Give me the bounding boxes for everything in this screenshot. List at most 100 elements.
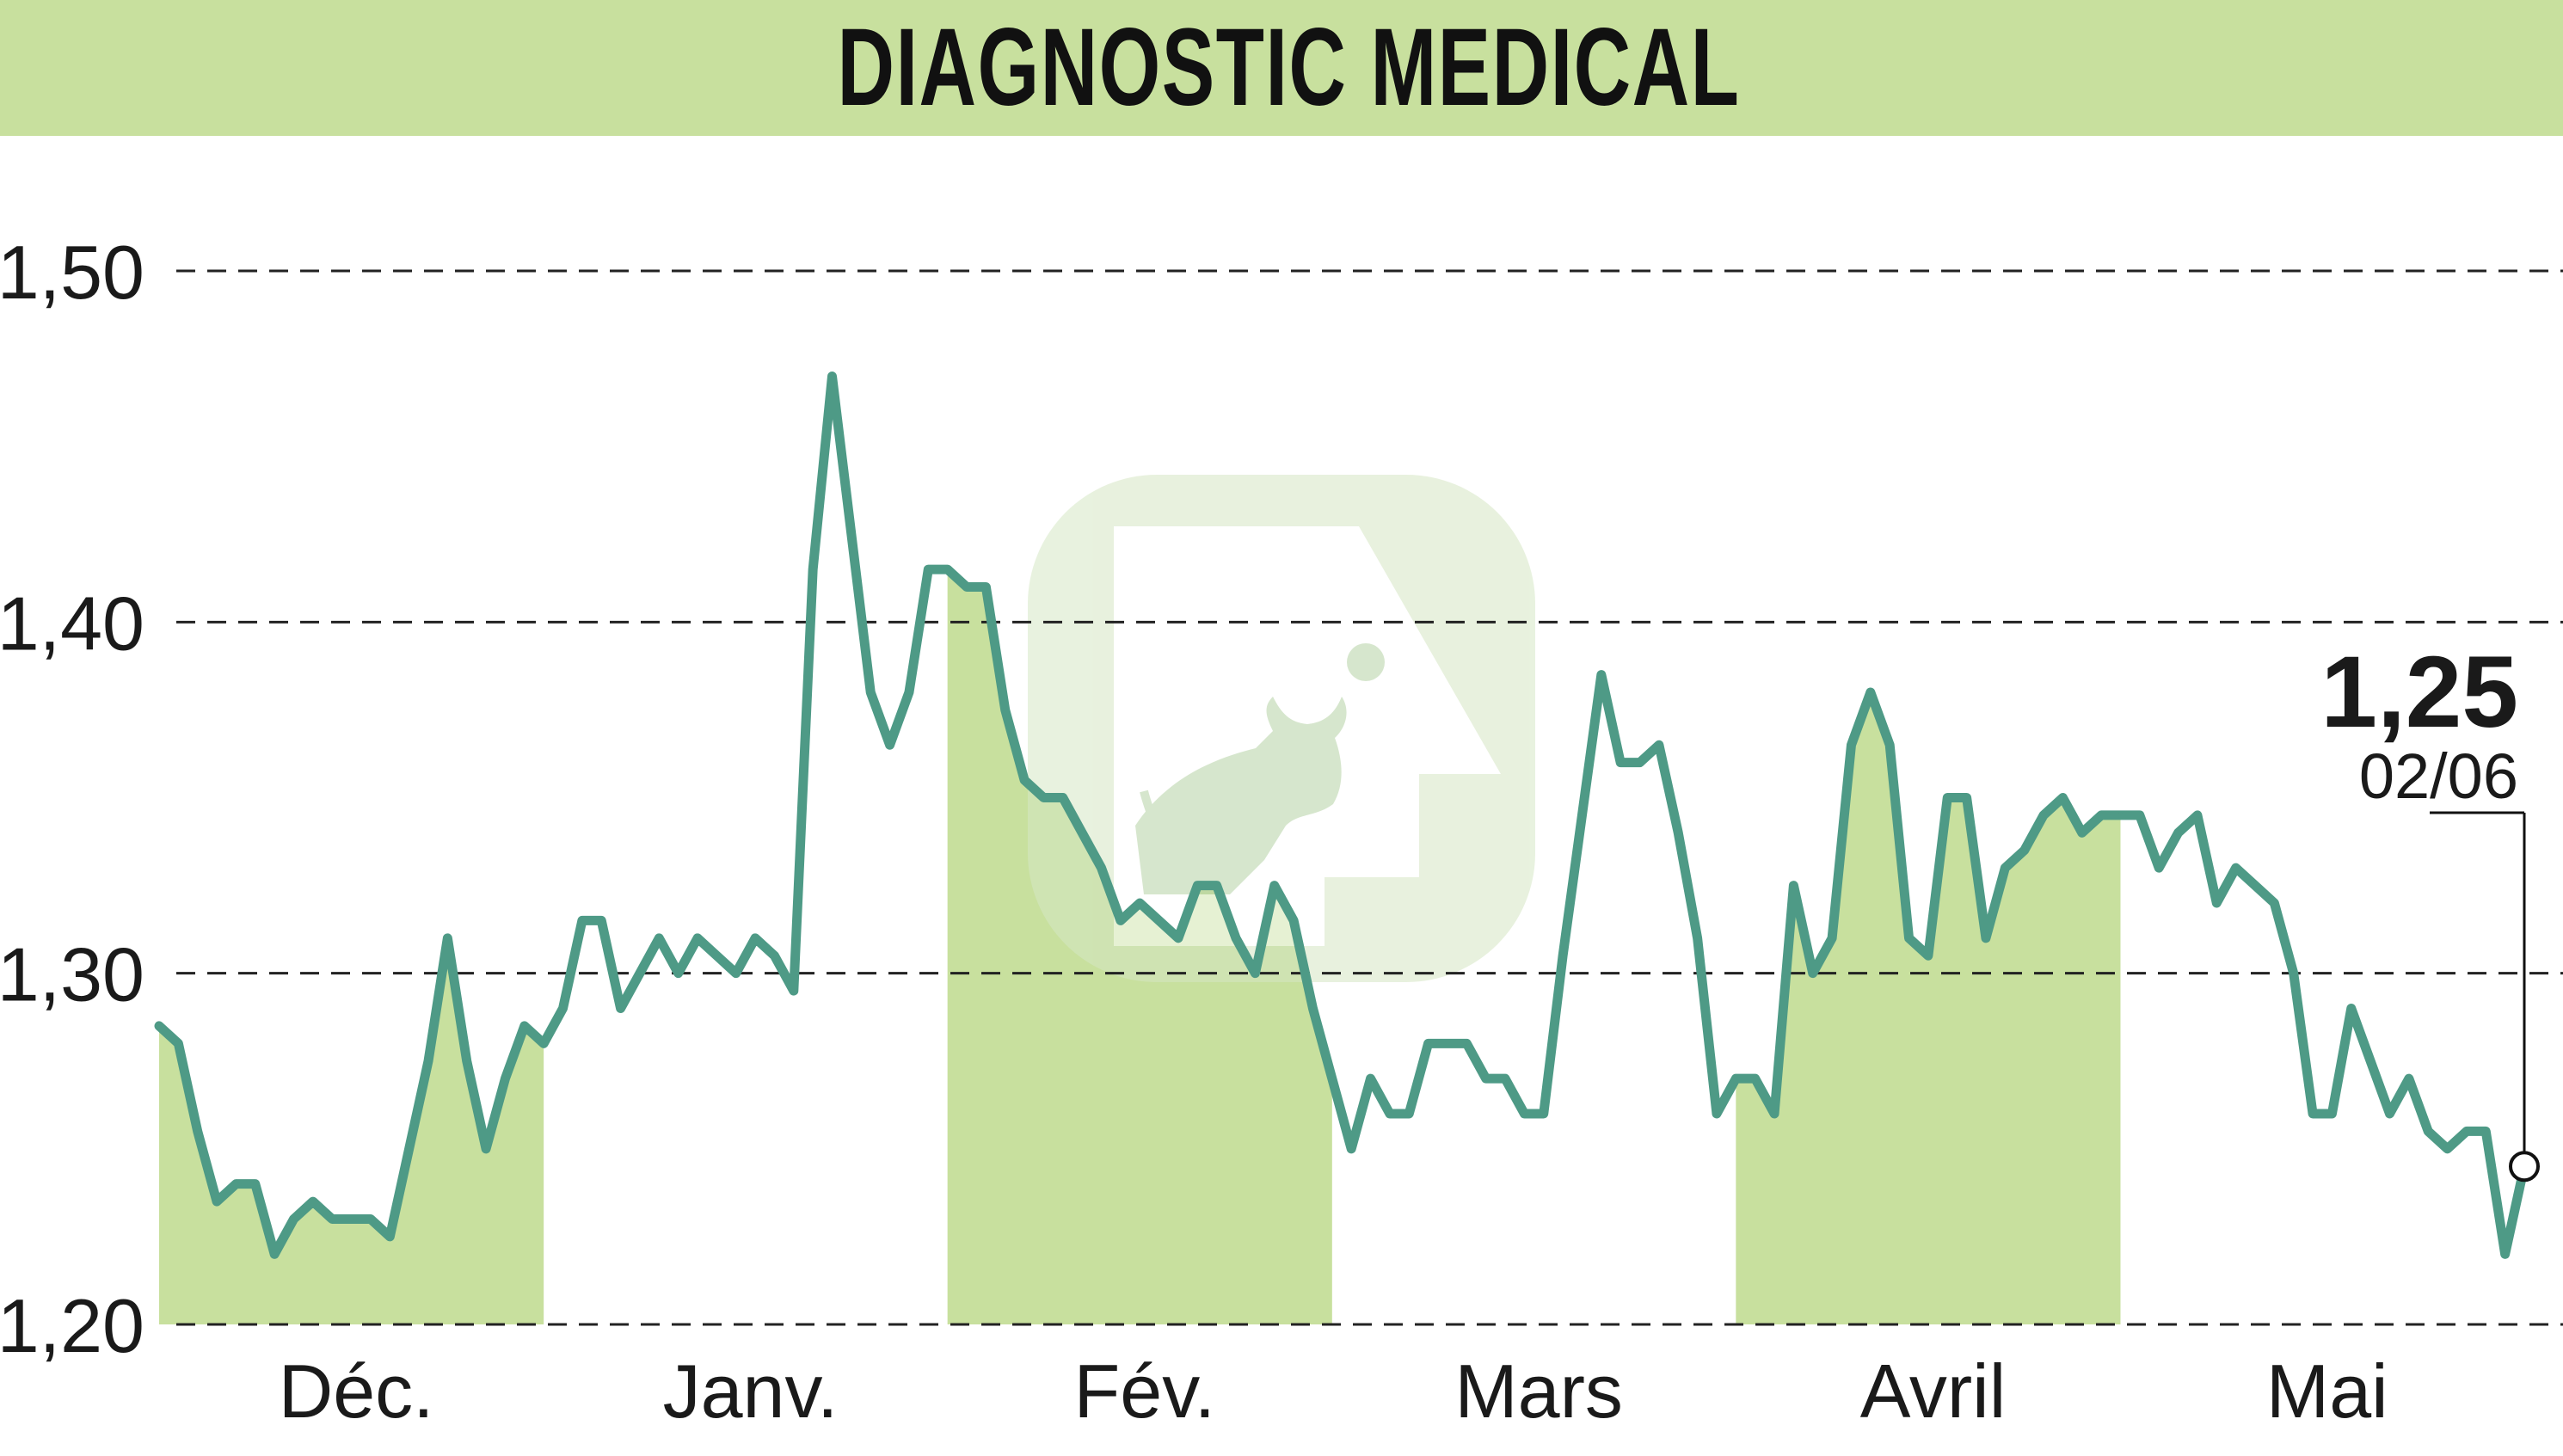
x-tick-label: Janv. (663, 1348, 839, 1434)
data-point (367, 1216, 373, 1222)
chart-title: DIAGNOSTIC MEDICAL (837, 6, 1741, 129)
data-point (656, 935, 662, 941)
data-point (214, 1199, 220, 1205)
data-point (1483, 1076, 1489, 1082)
data-point (464, 1058, 470, 1064)
x-tick-label: Mars (1454, 1348, 1623, 1434)
data-point (636, 970, 642, 976)
data-point (1656, 742, 1662, 748)
data-point (1772, 1111, 1778, 1116)
data-point (1713, 1111, 1719, 1116)
data-point (675, 970, 681, 976)
data-point (1329, 1076, 1335, 1082)
data-point (790, 988, 796, 994)
y-tick-label: 1,20 (0, 1283, 144, 1368)
data-point (272, 1251, 278, 1257)
data-point (291, 1216, 297, 1222)
data-point (1098, 865, 1104, 871)
data-point (1002, 707, 1008, 713)
data-point (579, 918, 585, 924)
x-tick-label: Mai (2266, 1348, 2388, 1434)
data-point (2021, 847, 2027, 853)
data-point (387, 1233, 393, 1239)
data-point (1906, 935, 1912, 941)
data-point (1060, 795, 1066, 801)
data-point (1310, 1005, 1316, 1011)
data-point (2002, 865, 2008, 871)
data-point (426, 1058, 432, 1064)
data-point (1252, 970, 1258, 976)
data-point (1175, 935, 1181, 941)
data-point (2329, 1111, 2335, 1116)
data-point (521, 1023, 527, 1029)
data-point (599, 918, 605, 924)
data-point (1386, 1111, 1392, 1116)
data-point (2348, 1005, 2354, 1011)
data-point (2079, 830, 2085, 836)
data-point (541, 1041, 547, 1047)
data-point (2136, 812, 2142, 818)
data-point (1214, 882, 1220, 888)
grid-lines (176, 269, 2563, 1326)
data-point (2233, 865, 2239, 871)
data-point (1560, 953, 1566, 959)
data-point (2252, 882, 2258, 888)
title-bar: DIAGNOSTIC MEDICAL (0, 0, 2563, 136)
data-point (2060, 795, 2066, 801)
data-point (2310, 1111, 2316, 1116)
data-point (1137, 900, 1143, 906)
data-point (157, 1023, 162, 1029)
data-point (1117, 918, 1123, 924)
data-point (406, 1146, 412, 1152)
data-point (2387, 1111, 2393, 1116)
data-point (1694, 935, 1700, 941)
data-point (1752, 1076, 1758, 1082)
data-point (560, 1005, 566, 1011)
month-band-1 (159, 937, 544, 1324)
data-point (829, 373, 835, 379)
data-point (483, 1146, 489, 1152)
data-point (445, 935, 451, 941)
data-point (1618, 759, 1624, 765)
data-point (1349, 1146, 1355, 1152)
data-point (2444, 1146, 2450, 1152)
data-point (502, 1076, 508, 1082)
data-point (695, 935, 701, 941)
data-point (1829, 935, 1835, 941)
data-point (1733, 1076, 1739, 1082)
data-point (1233, 935, 1239, 941)
data-point (1444, 1041, 1450, 1047)
data-point (2175, 830, 2181, 836)
data-point (2463, 1128, 2469, 1134)
data-point (1079, 830, 1085, 836)
data-point (1791, 882, 1797, 888)
data-point (2502, 1251, 2508, 1257)
series-points (157, 373, 2527, 1257)
data-point (944, 567, 950, 573)
data-point (2290, 970, 2296, 976)
data-point (753, 935, 759, 941)
bull-logo-icon (1028, 475, 1535, 982)
data-point (618, 1005, 624, 1011)
data-point (1022, 777, 1028, 783)
data-point (252, 1181, 258, 1187)
data-point (714, 953, 720, 959)
y-tick-label: 1,50 (0, 230, 144, 315)
data-point (1291, 918, 1297, 924)
data-point (310, 1199, 316, 1205)
x-tick-label: Fév. (1074, 1348, 1216, 1434)
data-point (2156, 865, 2162, 871)
data-point (1503, 1076, 1509, 1082)
last-point-marker (2509, 1151, 2540, 1183)
data-point (2368, 1058, 2374, 1064)
data-point (1521, 1111, 1527, 1116)
data-point (1540, 1111, 1546, 1116)
y-tick-label: 1,30 (0, 932, 144, 1017)
data-point (1156, 918, 1162, 924)
data-point (1406, 1111, 1412, 1116)
data-point (348, 1216, 354, 1222)
data-point (1637, 759, 1643, 765)
data-point (1982, 935, 1988, 941)
x-axis-ticks: Déc. Janv. Fév. Mars Avril Mai (279, 1348, 2388, 1434)
data-point (1848, 742, 1854, 748)
